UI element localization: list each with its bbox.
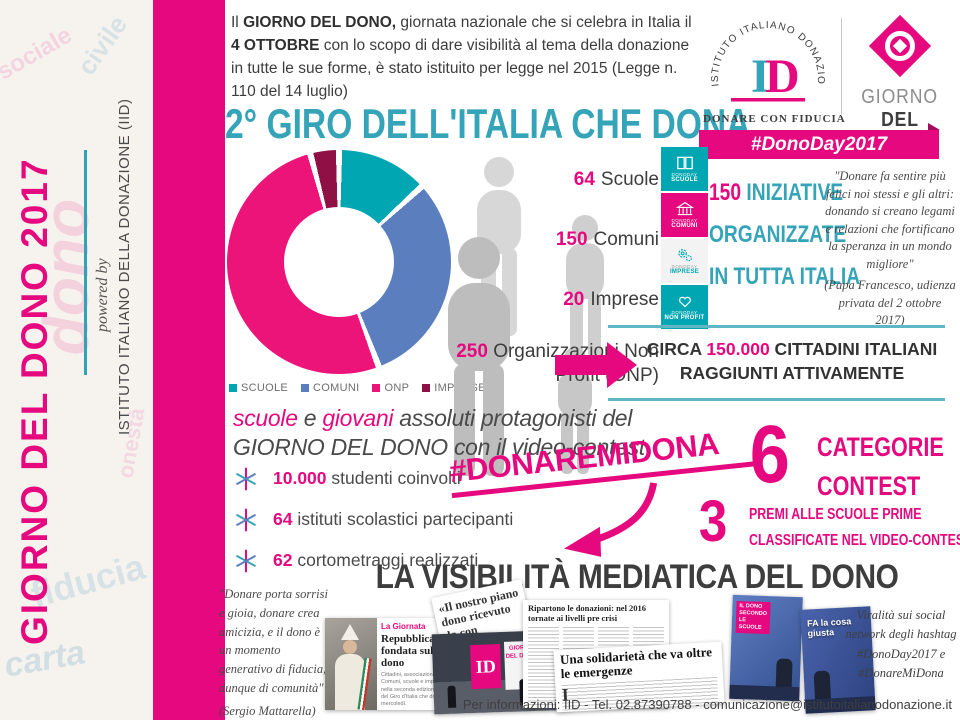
footer-contact-info: Per informazioni: IID - Tel. 02.87390788… xyxy=(462,697,952,712)
watermark-word: civile xyxy=(71,9,134,81)
bank-icon xyxy=(675,201,694,216)
press-clipping-giornata: La Giornata Repubblica fondata sul dono … xyxy=(325,618,449,710)
ribbon-fold xyxy=(928,123,940,130)
tile-imprese: DONODAY IMPRESE xyxy=(661,239,708,283)
prizes-number: 3 xyxy=(698,489,728,554)
contest-categories-number: 6 xyxy=(749,409,790,500)
diamond-knot-icon xyxy=(868,14,932,78)
bullet-cortometraggi: 62 cortometraggi realizzati xyxy=(233,540,513,581)
stage-id-banner: ID xyxy=(470,644,502,690)
mattarella-quote: "Donare porta sorrisi e gioia, donare cr… xyxy=(219,585,335,720)
pink-accent-band xyxy=(153,0,225,720)
book-icon xyxy=(676,156,693,170)
page-title: 2° GIRO DELL'ITALIA CHE DONA xyxy=(225,100,751,147)
right-arrow-icon xyxy=(555,342,637,388)
gdd-logo-line1: GIORNO xyxy=(861,86,939,108)
protagonists-statement: scuole e giovani assoluti protagonisti d… xyxy=(233,405,645,460)
legend-swatch-imprese xyxy=(422,384,431,392)
legend-swatch-scuole xyxy=(229,384,237,392)
powered-by-label: powered by xyxy=(94,258,111,332)
stat-comuni: 150 Comuni xyxy=(555,229,659,250)
donoday-hashtag: #DonoDay2017 xyxy=(750,133,888,155)
donoday-tiles: DONODAY SCUOLE DONODAY COMUNI DONODAY IM… xyxy=(661,147,708,331)
iid-underline xyxy=(731,98,805,102)
iid-monogram-i: I xyxy=(751,50,770,103)
donut-hole xyxy=(284,207,394,317)
donoday-ribbon: #DonoDay2017 xyxy=(699,123,940,159)
heart-icon xyxy=(678,296,691,308)
intro-paragraph: Il GIORNO DEL DONO, giornata nazionale c… xyxy=(231,14,692,100)
clipping-headline: Ripartono le donazioni: nel 2016 tornate… xyxy=(528,603,647,623)
people-silhouettes-graphic xyxy=(448,157,604,476)
organization-name-vertical: ISTITUTO ITALIANO DELLA DONAZIONE (IID) xyxy=(116,98,133,436)
quote-attribution: (Sergio Mattarella) xyxy=(219,703,316,718)
intro-bold-date: 4 OTTOBRE xyxy=(231,36,320,54)
quote-attribution: (Papa Francesco, udienza privata del 2 o… xyxy=(824,278,956,327)
clipping-headline: Una solidarietà che va oltre le emergenz… xyxy=(559,644,713,682)
main-content: Il GIORNO DEL DONO, giornata nazionale c… xyxy=(219,0,960,720)
logo-divider xyxy=(841,18,842,116)
asterisk-icon xyxy=(235,508,257,531)
tile-scuole: DONODAY SCUOLE xyxy=(661,147,708,191)
donut-chart xyxy=(227,150,451,374)
chart-legend: SCUOLE COMUNI ONP IMPRESE xyxy=(229,382,486,394)
media-section-title: LA VISIBILITÀ MEDIATICA DEL DONO xyxy=(375,558,899,596)
legend-swatch-onp xyxy=(372,384,381,392)
prizes-label: PREMI ALLE SCUOLE PRIME CLASSIFICATE NEL… xyxy=(749,506,960,550)
iid-logo: ISTITUTO ITALIANO DONAZIONE I D DONARE C… xyxy=(699,0,846,125)
bullet-istituti: 64 istituti scolastici partecipanti xyxy=(233,499,513,540)
legend-swatch-comuni xyxy=(301,384,310,392)
contest-bullets: 10.000 studenti coinvolti 64 istituti sc… xyxy=(233,458,513,581)
papa-francesco-quote: "Donare fa sentire più felici noi stessi… xyxy=(823,168,957,330)
tv-frame-dono-scuole: IL DONO SECONDO LE SCUOLE xyxy=(729,594,803,702)
vertical-divider-line xyxy=(84,150,87,375)
asterisk-icon xyxy=(235,467,257,490)
iid-logo-graphic: ISTITUTO ITALIANO DONAZIONE I D xyxy=(699,0,825,103)
pope-photo xyxy=(325,618,377,710)
asterisk-icon xyxy=(235,549,257,572)
legend-item-comuni: COMUNI xyxy=(301,382,359,394)
watermark-strip: dono fiducia civile sociale carta onestà… xyxy=(0,0,153,720)
teal-divider-top xyxy=(608,325,945,328)
clipping-headline: Repubblica fondata sul dono xyxy=(381,633,435,670)
event-title-vertical: GIORNO DEL DONO 2017 xyxy=(14,157,55,645)
clipping-body: Cittadini, associazioni, Comuni, scuole … xyxy=(381,672,445,707)
iid-tagline: DONARE CON FIDUCIA xyxy=(703,113,846,125)
tv-caption: IL DONO SECONDO LE SCUOLE xyxy=(735,600,771,634)
iniziative-block: 150 INIZIATIVE ORGANIZZATE IN TUTTA ITAL… xyxy=(709,179,861,290)
social-virality-note: Viralità sui social network degli hashta… xyxy=(845,608,957,681)
teal-divider-bottom xyxy=(608,398,945,401)
stat-scuole: 64 Scuole xyxy=(573,169,659,190)
stat-imprese: 20 Imprese xyxy=(563,289,659,310)
legend-item-scuole: SCUOLE xyxy=(229,382,288,394)
gears-icon xyxy=(677,249,692,262)
reach-statement: CIRCA 150.000 CITTADINI ITALIANI RAGGIUN… xyxy=(646,339,938,383)
contest-categories-label: CATEGORIE CONTEST xyxy=(817,432,944,502)
iid-monogram-d: D xyxy=(765,50,800,103)
curved-arrow-icon xyxy=(564,482,658,557)
tile-non-profit: DONODAY NON PROFIT xyxy=(661,285,708,329)
intro-bold-giorno: GIORNO DEL DONO, xyxy=(243,14,397,31)
bullet-studenti: 10.000 studenti coinvolti xyxy=(233,458,513,499)
tile-comuni: DONODAY COMUNI xyxy=(661,193,708,237)
legend-item-onp: ONP xyxy=(372,382,409,394)
donaremidona-hashtag-block: #DONAREMIDONA xyxy=(448,422,761,557)
clipping-kicker: La Giornata xyxy=(381,622,426,631)
